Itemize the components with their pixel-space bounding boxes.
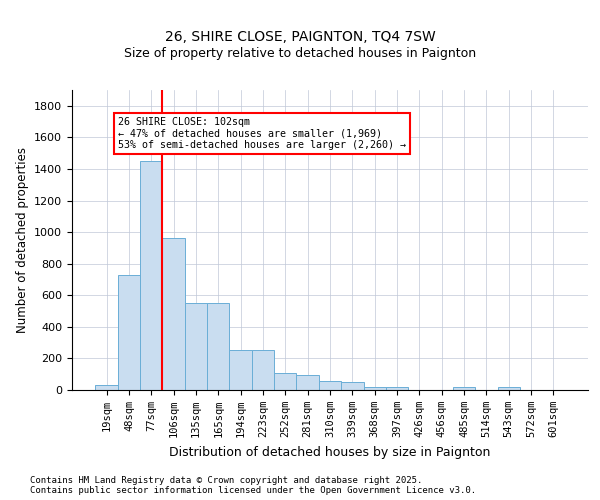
Bar [296,375,319,390]
Y-axis label: Number of detached properties: Number of detached properties [16,147,29,333]
Text: 26, SHIRE CLOSE, PAIGNTON, TQ4 7SW: 26, SHIRE CLOSE, PAIGNTON, TQ4 7SW [164,30,436,44]
Bar [252,350,274,390]
Bar [118,274,140,390]
Text: 26 SHIRE CLOSE: 102sqm
← 47% of detached houses are smaller (1,969)
53% of semi-: 26 SHIRE CLOSE: 102sqm ← 47% of detached… [118,117,406,150]
Bar [163,238,185,390]
Bar [229,350,252,390]
Bar [207,303,229,390]
Bar [364,387,386,390]
Bar [497,387,520,390]
Bar [386,387,408,390]
Bar [140,161,163,390]
Bar [185,303,207,390]
Text: Size of property relative to detached houses in Paignton: Size of property relative to detached ho… [124,48,476,60]
Bar [319,380,341,390]
Text: Contains HM Land Registry data © Crown copyright and database right 2025.
Contai: Contains HM Land Registry data © Crown c… [30,476,476,495]
X-axis label: Distribution of detached houses by size in Paignton: Distribution of detached houses by size … [169,446,491,458]
Bar [95,386,118,390]
Bar [274,372,296,390]
Bar [341,382,364,390]
Bar [453,387,475,390]
